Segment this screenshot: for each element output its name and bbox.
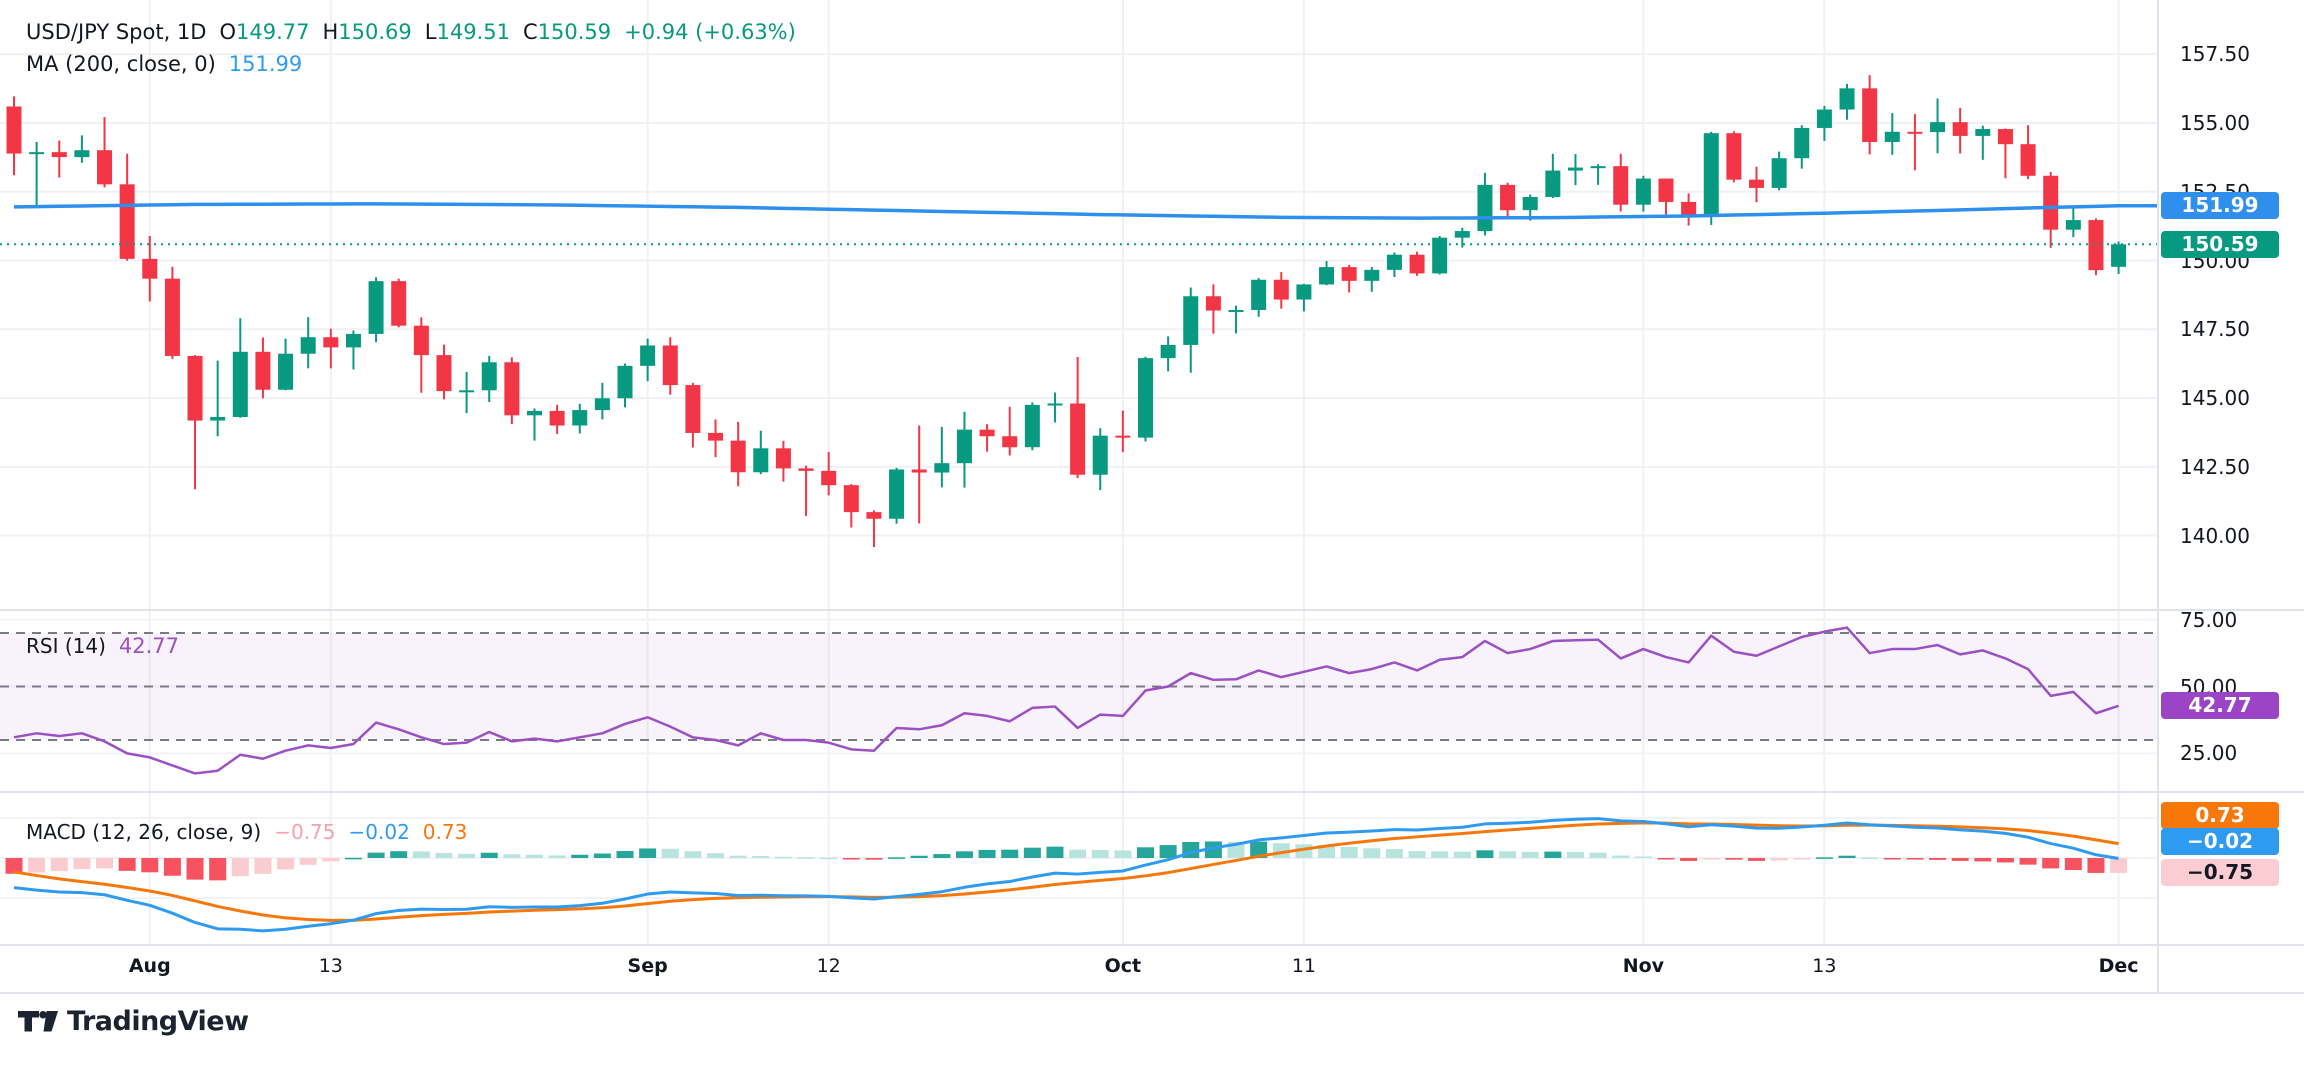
time-tick-label: Aug [128,955,171,977]
symbol-title[interactable]: USD/JPY Spot, 1D [26,20,207,44]
macd-hist-badge: −0.75 [2161,858,2279,886]
time-tick-label: Dec [2098,955,2139,977]
price-tick-label: 140.00 [2180,523,2250,548]
macd-label[interactable]: MACD (12, 26, close, 9) [26,820,262,844]
price-change: +0.94 (+0.63%) [624,20,796,44]
ohlc-high: H150.69 [322,20,412,44]
symbol-legend[interactable]: USD/JPY Spot, 1D O149.77 H150.69 L149.51… [26,20,796,44]
price-axis[interactable]: 151.99 150.59 42.77 0.73 −0.02 −0.75 157… [2158,0,2304,993]
rsi-indicator-legend[interactable]: RSI (14) 42.77 [26,634,179,658]
rsi-tick-label: 75.00 [2180,607,2238,632]
time-tick-label: 13 [1812,955,1837,977]
ma-price-badge: 151.99 [2161,192,2279,220]
macd-line-value: −0.02 [348,820,410,844]
rsi-value: 42.77 [118,634,180,658]
time-axis[interactable]: Aug 13 Sep 12 Oct 11 Nov 13 Dec [0,945,2158,993]
ohlc-low: L149.51 [424,20,510,44]
ma-label[interactable]: MA (200, close, 0) [26,52,216,76]
macd-signal-badge: 0.73 [2161,801,2279,829]
tradingview-logo-icon [18,1011,58,1032]
time-tick-label: 13 [318,955,343,977]
macd-line-badge: −0.02 [2161,827,2279,855]
tradingview-logo-text: TradingView [67,1006,249,1037]
price-tick-label: 142.50 [2180,454,2250,479]
ma-indicator-legend[interactable]: MA (200, close, 0) 151.99 [26,52,302,76]
rsi-tick-label: 25.00 [2180,741,2238,766]
price-tick-label: 155.00 [2180,111,2250,135]
time-tick-label: Nov [1622,955,1665,977]
price-tick-label: 157.50 [2180,42,2250,67]
price-tick-label: 145.00 [2180,386,2250,410]
tradingview-logo[interactable]: TradingView [18,1006,249,1037]
rsi-label[interactable]: RSI (14) [26,634,106,658]
rsi-value-badge: 42.77 [2161,692,2279,720]
time-tick-label: Sep [627,955,668,977]
time-tick-label: Oct [1104,955,1142,977]
macd-indicator-legend[interactable]: MACD (12, 26, close, 9) −0.75 −0.02 0.73 [26,820,467,844]
macd-signal-value: 0.73 [422,820,468,844]
ohlc-open: O149.77 [219,20,310,44]
price-tick-label: 147.50 [2180,317,2250,342]
macd-hist-value: −0.75 [274,820,336,844]
time-tick-label: 12 [816,955,841,977]
ma-value: 151.99 [228,52,303,76]
time-tick-label: 11 [1291,955,1316,977]
last-price-badge: 150.59 [2161,230,2279,258]
ohlc-close: C150.59 [522,20,612,44]
